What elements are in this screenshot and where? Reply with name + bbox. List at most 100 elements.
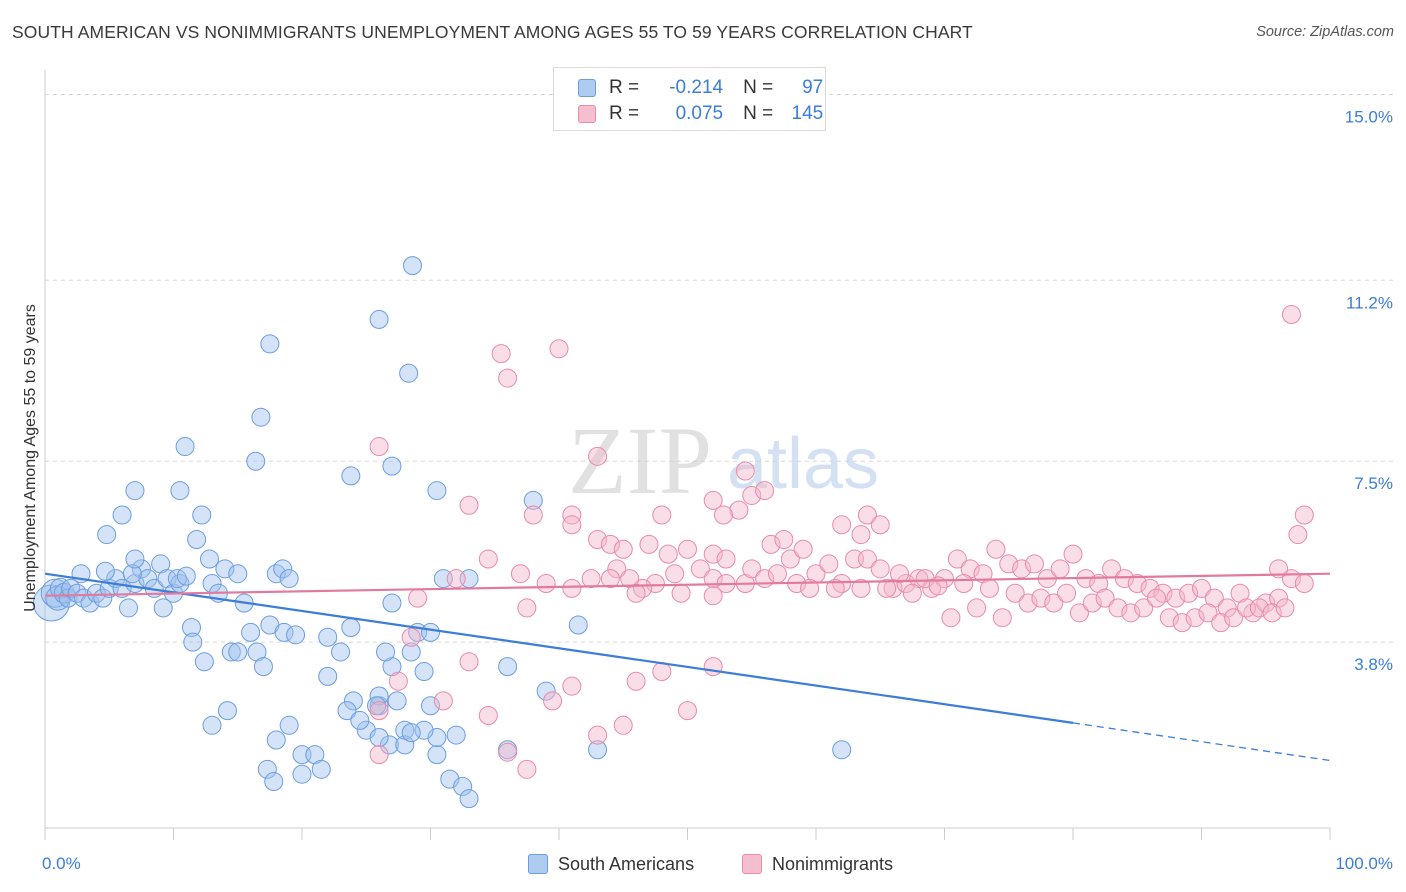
data-point-nonimmigrants xyxy=(832,573,852,593)
data-point-nonimmigrants xyxy=(562,676,582,696)
data-point-nonimmigrants xyxy=(388,671,408,691)
legend-r-label: R = xyxy=(609,103,640,124)
data-point-south-americans xyxy=(279,569,299,589)
data-point-nonimmigrants xyxy=(678,539,697,559)
data-point-nonimmigrants xyxy=(1063,544,1083,564)
y-tick-label: 15.0% xyxy=(1345,107,1393,126)
data-point-nonimmigrants xyxy=(626,583,646,603)
data-point-nonimmigrants xyxy=(793,539,813,559)
data-point-south-americans xyxy=(199,549,219,569)
legend-n-label: N = xyxy=(743,103,774,124)
data-point-nonimmigrants xyxy=(713,505,733,525)
data-point-nonimmigrants xyxy=(1095,588,1115,608)
data-point-nonimmigrants xyxy=(543,691,563,711)
data-point-nonimmigrants xyxy=(851,578,871,598)
legend-swatch-blue xyxy=(578,79,596,97)
bottom-legend-south-americans: South Americans xyxy=(528,851,694,877)
data-point-nonimmigrants xyxy=(478,549,498,569)
data-point-nonimmigrants xyxy=(1114,569,1134,589)
data-point-nonimmigrants xyxy=(1024,554,1044,574)
data-point-nonimmigrants xyxy=(774,529,794,549)
data-point-nonimmigrants xyxy=(1198,603,1218,623)
data-point-south-americans xyxy=(67,583,87,603)
data-point-nonimmigrants xyxy=(742,559,762,579)
data-point-nonimmigrants xyxy=(986,539,1006,559)
axes xyxy=(44,70,1331,840)
data-point-south-americans xyxy=(266,564,286,584)
trend-line-south-americans xyxy=(44,572,1074,724)
data-point-nonimmigrants xyxy=(1012,559,1032,579)
data-point-nonimmigrants xyxy=(536,573,556,593)
watermark-atlas: atlas xyxy=(727,424,879,504)
data-point-south-americans xyxy=(153,598,173,618)
data-point-south-americans xyxy=(260,334,280,354)
legend-n-value: 145 xyxy=(791,103,824,124)
data-point-south-americans xyxy=(241,622,261,642)
x-tick-label: 0.0% xyxy=(42,854,81,873)
bottom-legend-label: Nonimmigrants xyxy=(772,853,894,874)
data-point-south-americans xyxy=(215,559,235,579)
data-point-south-americans xyxy=(122,564,142,584)
data-point-south-americans xyxy=(379,735,399,755)
data-point-nonimmigrants xyxy=(478,706,498,726)
y-tick-label: 7.5% xyxy=(1354,474,1393,493)
data-point-nonimmigrants xyxy=(600,569,620,589)
legend-row-south-americans: R = -0.214 N = 97 xyxy=(578,77,823,99)
data-point-nonimmigrants xyxy=(761,534,781,554)
data-points xyxy=(32,256,1314,809)
data-point-south-americans xyxy=(459,789,479,809)
data-point-south-americans xyxy=(369,728,389,748)
y-axis-label: Unemployment Among Ages 55 to 59 years xyxy=(22,304,39,612)
data-point-nonimmigrants xyxy=(703,544,723,564)
data-point-south-americans xyxy=(403,256,423,276)
data-point-nonimmigrants xyxy=(658,544,678,564)
data-point-nonimmigrants xyxy=(780,549,800,569)
series-nonimmigrants xyxy=(369,305,1314,779)
data-point-nonimmigrants xyxy=(459,495,479,515)
data-point-south-americans xyxy=(192,505,212,525)
data-point-nonimmigrants xyxy=(1108,598,1128,618)
data-point-nonimmigrants xyxy=(1044,593,1064,613)
data-point-nonimmigrants xyxy=(1294,505,1314,525)
data-point-nonimmigrants xyxy=(613,539,633,559)
data-point-nonimmigrants xyxy=(979,578,999,598)
data-point-south-americans xyxy=(253,657,273,677)
data-point-nonimmigrants xyxy=(1224,608,1244,628)
data-point-nonimmigrants xyxy=(1159,608,1179,628)
data-point-south-americans xyxy=(266,730,286,750)
data-point-south-americans xyxy=(331,642,351,662)
data-point-south-americans xyxy=(119,598,139,618)
legend-r-label: R = xyxy=(609,77,640,98)
data-point-nonimmigrants xyxy=(1243,603,1263,623)
data-point-south-americans xyxy=(382,593,402,613)
data-point-south-americans xyxy=(125,549,145,569)
data-point-nonimmigrants xyxy=(549,339,569,359)
data-point-nonimmigrants xyxy=(1057,583,1077,603)
data-point-nonimmigrants xyxy=(703,490,723,510)
data-point-south-americans xyxy=(395,735,415,755)
trend-lines xyxy=(44,572,1331,762)
data-point-nonimmigrants xyxy=(729,500,749,520)
data-point-nonimmigrants xyxy=(825,578,845,598)
data-point-nonimmigrants xyxy=(832,515,852,535)
data-point-south-americans xyxy=(97,525,117,545)
data-point-nonimmigrants xyxy=(645,573,665,593)
data-point-nonimmigrants xyxy=(1031,588,1051,608)
legend-n-label: N = xyxy=(743,77,774,98)
data-point-south-americans xyxy=(125,481,145,501)
data-point-nonimmigrants xyxy=(1269,559,1289,579)
data-point-south-americans xyxy=(86,583,106,603)
data-point-south-americans xyxy=(257,759,277,779)
data-point-south-americans xyxy=(176,566,196,586)
data-point-nonimmigrants xyxy=(1134,598,1154,618)
correlation-legend: R = -0.214 N = 97 R = 0.075 N = 145 xyxy=(553,67,826,131)
data-point-nonimmigrants xyxy=(735,461,755,481)
data-point-south-americans xyxy=(170,481,190,501)
data-point-nonimmigrants xyxy=(1275,598,1295,618)
data-point-south-americans xyxy=(427,481,447,501)
data-point-south-americans xyxy=(131,559,151,579)
data-point-south-americans xyxy=(337,701,357,721)
data-point-nonimmigrants xyxy=(896,573,916,593)
data-point-south-americans xyxy=(251,407,271,427)
